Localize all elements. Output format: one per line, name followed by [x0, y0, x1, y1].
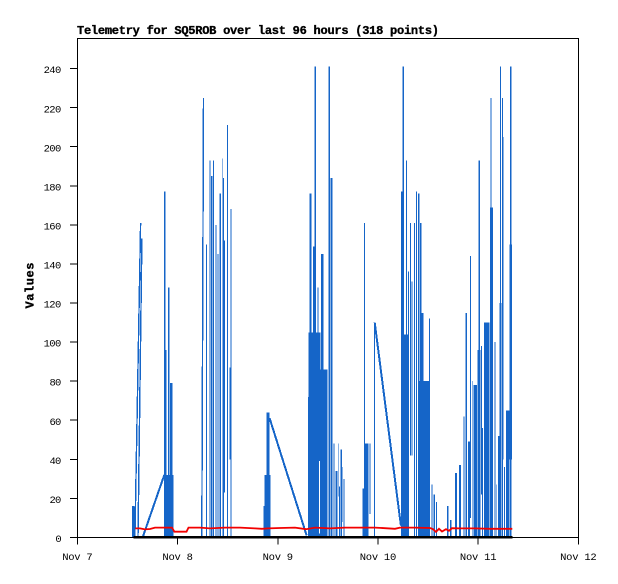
svg-text:80: 80	[50, 378, 62, 390]
svg-text:Nov 12: Nov 12	[560, 552, 597, 564]
svg-text:Nov 7: Nov 7	[62, 552, 92, 564]
svg-text:Values: Values	[24, 263, 38, 309]
svg-text:140: 140	[44, 261, 62, 273]
svg-text:20: 20	[50, 495, 62, 507]
svg-text:100: 100	[44, 339, 62, 351]
svg-text:Nov 8: Nov 8	[162, 552, 193, 564]
svg-text:Telemetry for SQ5ROB over last: Telemetry for SQ5ROB over last 96 hours …	[77, 24, 439, 38]
svg-text:200: 200	[44, 143, 62, 155]
svg-text:0: 0	[55, 534, 61, 546]
svg-text:180: 180	[44, 182, 62, 194]
svg-text:Nov 9: Nov 9	[263, 552, 294, 564]
svg-text:60: 60	[50, 417, 62, 429]
svg-text:Nov 11: Nov 11	[460, 552, 497, 564]
svg-text:Nov 10: Nov 10	[360, 552, 397, 564]
svg-text:160: 160	[44, 222, 62, 234]
svg-text:120: 120	[44, 300, 62, 312]
svg-text:240: 240	[44, 65, 62, 77]
svg-text:40: 40	[50, 456, 62, 468]
svg-text:220: 220	[44, 104, 62, 116]
